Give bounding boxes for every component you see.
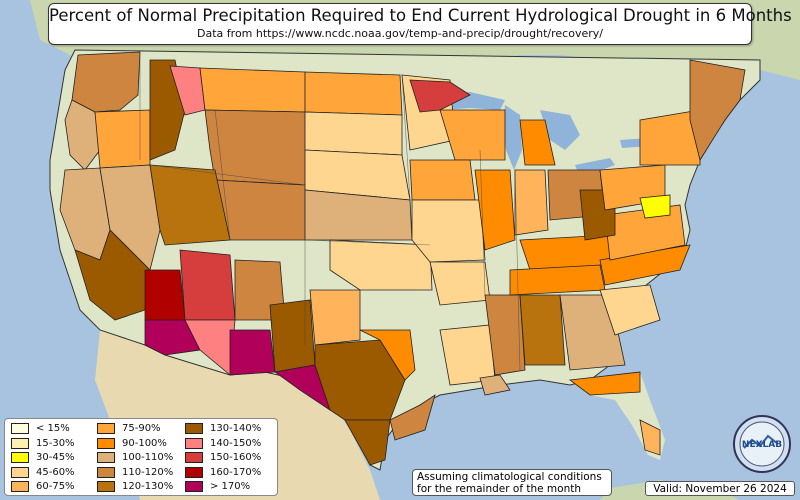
region-tn [509,264,606,296]
legend-item: 160-170% [185,466,262,479]
legend-label: 130-140% [210,423,262,434]
legend-label: 140-150% [210,437,262,449]
region-mt-east [199,67,306,113]
region-ia [409,159,476,201]
title-box: Percent of Normal Precipitation Required… [48,3,792,45]
region-or-east [94,109,151,169]
legend-item: 90-100% [97,437,167,450]
legend-swatch [11,437,29,449]
legend-item: 140-150% [185,437,262,450]
region-la [439,324,496,386]
region-ut [149,164,231,246]
region-sc [599,284,661,336]
region-ny [639,109,701,166]
region-md [639,194,671,219]
legend-label: 150-160% [210,452,262,463]
note-line-1: Assuming climatological conditions [417,471,602,483]
legend-swatch [97,437,115,449]
legend-swatch [11,481,29,492]
region-tx-panhandle [309,289,361,346]
state-borders [139,52,521,371]
region-il [474,169,516,251]
region-ms [484,294,526,376]
region-ar [429,261,491,306]
legend-item: 100-110% [97,452,173,464]
nexlab-logo: NEXLAB [733,415,791,473]
legend-item: 130-140% [185,423,261,435]
legend-swatch [97,466,115,478]
legend-label: < 15% [36,423,70,434]
region-az-c [179,249,236,321]
region-co [214,179,306,241]
region-mi [519,119,556,166]
legend: < 15% 15-30% 30-45% 45-60% 60-75% 75-90% 90-10… [4,418,278,496]
legend-label: 30-45% [36,452,75,463]
legend-swatch [11,466,29,478]
region-nv [99,164,161,271]
region-al [519,294,566,366]
region-wi [439,109,506,161]
legend-swatch [97,423,115,434]
region-tx-east [359,329,416,381]
legend-swatch [185,466,203,478]
region-ky [519,234,611,271]
region-tx-coast [389,394,436,441]
legend-item: > 170% [185,481,250,493]
region-mo [411,199,486,263]
lake-huron [540,110,580,150]
legend-item: 120-130% [97,481,173,493]
legend-swatch [185,437,203,449]
legend-label: 110-120% [122,466,174,478]
drought-regions [59,51,746,466]
legend-item: 15-30% [11,437,75,450]
region-sd [304,111,403,156]
legend-swatch [185,481,203,492]
note-line-2: for the remainder of the month [417,483,582,495]
legend-item: 45-60% [11,466,75,479]
region-in [514,169,549,236]
assumption-note: Assuming climatological conditions for t… [412,469,612,496]
legend-item: 110-120% [97,466,174,479]
legend-label: 15-30% [36,437,75,449]
legend-label: 120-130% [122,481,174,492]
legend-label: 45-60% [36,466,75,478]
map-subtitle: Data from https://www.ncdc.noaa.gov/temp… [197,27,603,40]
region-az-s [144,319,201,356]
legend-label: 60-75% [36,481,75,492]
region-nm-e [269,299,316,373]
region-la-coast [479,374,511,396]
legend-swatch [11,423,29,434]
legend-item: 60-75% [11,481,75,493]
legend-label: > 170% [210,481,251,492]
legend-label: 160-170% [210,466,262,478]
valid-date: Valid: November 26 2024 [645,481,795,496]
region-mn-ne [409,79,471,113]
lake-michigan [503,105,522,170]
legend-item: 150-160% [185,452,261,464]
region-nd [304,71,403,116]
legend-swatch [185,423,203,434]
map-title: Percent of Normal Precipitation Required… [49,6,792,25]
region-fl-s [639,419,661,456]
legend-swatch [11,452,29,463]
legend-item: 30-45% [11,452,75,464]
region-fl-n [568,371,641,396]
legend-swatch [97,452,115,463]
legend-label: 90-100% [122,437,167,449]
region-tx-south [344,419,391,466]
legend-swatch [185,452,203,463]
region-nm-s [229,329,276,376]
logo-text: NEXLAB [742,440,782,450]
legend-item: 75-90% [97,423,161,435]
legend-item: < 15% [11,423,70,435]
legend-label: 100-110% [122,452,174,463]
region-ne-states [689,59,746,162]
legend-label: 75-90% [122,423,161,434]
legend-swatch [97,481,115,492]
